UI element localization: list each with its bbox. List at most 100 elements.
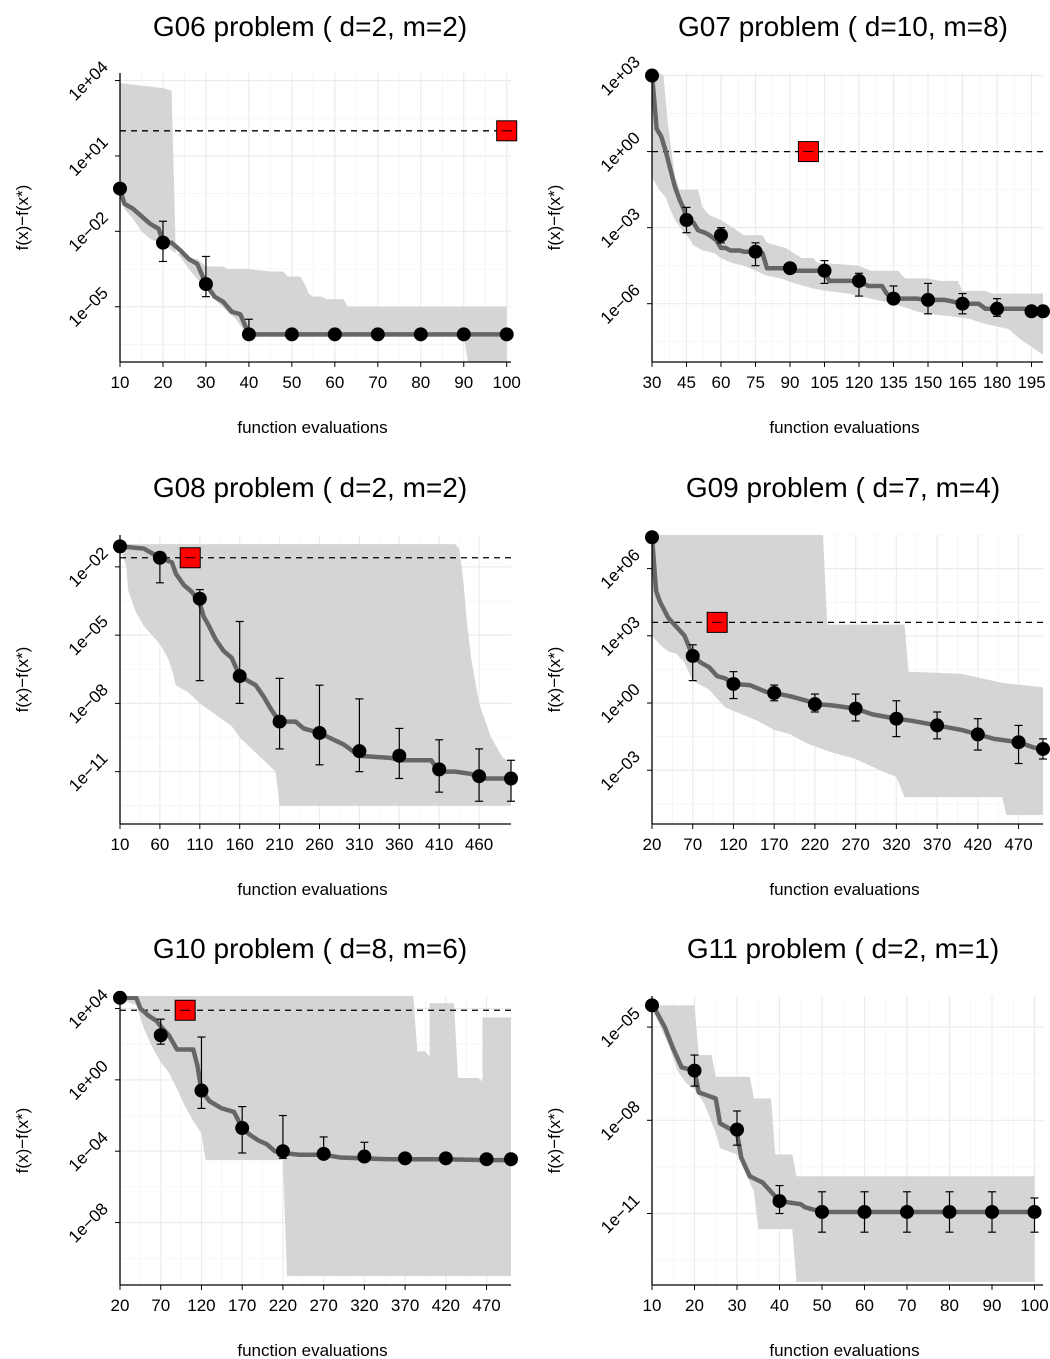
x-tick-label: 40 bbox=[239, 373, 258, 392]
data-point bbox=[232, 669, 247, 684]
y-tick-label: 1e+04 bbox=[65, 985, 112, 1032]
x-tick-label: 420 bbox=[964, 835, 992, 854]
x-tick-label: 60 bbox=[855, 1296, 874, 1315]
x-tick-label: 60 bbox=[325, 373, 344, 392]
y-axis-title: f(x)−f(x*) bbox=[545, 185, 564, 251]
data-point bbox=[284, 327, 299, 342]
x-tick-label: 10 bbox=[643, 1296, 662, 1315]
x-tick-label: 195 bbox=[1017, 373, 1045, 392]
data-point bbox=[942, 1204, 957, 1219]
x-tick-label: 70 bbox=[368, 373, 387, 392]
x-tick-label: 135 bbox=[879, 373, 907, 392]
data-point bbox=[272, 714, 287, 729]
data-point bbox=[886, 291, 901, 306]
data-point bbox=[900, 1204, 914, 1219]
y-tick-label: 1e−08 bbox=[597, 1097, 644, 1144]
confidence-band bbox=[120, 996, 511, 1277]
x-axis-title: function evaluations bbox=[237, 1341, 387, 1359]
data-point bbox=[772, 1194, 787, 1209]
x-tick-label: 180 bbox=[983, 373, 1011, 392]
data-point bbox=[1027, 1204, 1042, 1219]
data-point bbox=[504, 1152, 518, 1167]
data-point bbox=[152, 550, 167, 565]
y-tick-label: 1e+00 bbox=[597, 128, 644, 175]
data-point bbox=[726, 676, 741, 691]
x-tick-label: 20 bbox=[154, 373, 173, 392]
y-tick-label: 1e−06 bbox=[597, 280, 644, 327]
x-tick-label: 90 bbox=[454, 373, 473, 392]
data-point bbox=[857, 1204, 872, 1219]
data-point bbox=[1036, 304, 1050, 319]
x-tick-label: 75 bbox=[746, 373, 765, 392]
x-axis-title: function evaluations bbox=[769, 880, 919, 899]
x-tick-label: 410 bbox=[425, 835, 453, 854]
chart-title: G07 problem ( d=10, m=8) bbox=[678, 11, 1008, 42]
data-point bbox=[955, 296, 970, 311]
chart-title: G11 problem ( d=2, m=1) bbox=[687, 933, 999, 964]
data-point bbox=[275, 1144, 290, 1159]
y-tick-label: 1e−11 bbox=[65, 749, 111, 795]
x-tick-label: 170 bbox=[228, 1296, 256, 1315]
x-tick-label: 100 bbox=[493, 373, 521, 392]
median-line bbox=[652, 1004, 1035, 1215]
x-tick-label: 100 bbox=[1020, 1296, 1048, 1315]
x-tick-label: 460 bbox=[465, 835, 493, 854]
x-tick-label: 40 bbox=[770, 1296, 789, 1315]
confidence-band bbox=[652, 73, 1043, 355]
y-tick-label: 1e+03 bbox=[597, 613, 644, 660]
data-point bbox=[748, 244, 763, 259]
data-point bbox=[930, 718, 945, 733]
y-tick-label: 1e+03 bbox=[597, 52, 644, 99]
x-tick-label: 70 bbox=[683, 835, 702, 854]
grid bbox=[652, 73, 1043, 362]
data-point bbox=[438, 1151, 453, 1166]
x-tick-label: 50 bbox=[282, 373, 301, 392]
data-point bbox=[413, 327, 428, 342]
data-point bbox=[370, 327, 385, 342]
data-point bbox=[852, 273, 866, 288]
x-tick-label: 320 bbox=[882, 835, 910, 854]
x-tick-label: 45 bbox=[677, 373, 696, 392]
x-tick-label: 360 bbox=[385, 835, 413, 854]
y-tick-label: 1e−05 bbox=[65, 612, 112, 659]
y-axis-title: f(x)−f(x*) bbox=[545, 647, 564, 713]
data-point bbox=[817, 263, 832, 278]
data-point bbox=[352, 744, 367, 759]
data-point bbox=[192, 591, 207, 606]
data-point bbox=[472, 769, 487, 784]
median-line bbox=[652, 75, 1043, 314]
x-tick-label: 420 bbox=[432, 1296, 460, 1315]
median-line bbox=[120, 187, 507, 337]
y-axis-title: f(x)−f(x*) bbox=[13, 647, 32, 713]
x-tick-label: 310 bbox=[345, 835, 373, 854]
x-tick-label: 260 bbox=[305, 835, 333, 854]
data-point bbox=[767, 685, 782, 700]
chart-title: G09 problem ( d=7, m=4) bbox=[686, 472, 1000, 503]
x-tick-label: 70 bbox=[151, 1296, 170, 1315]
chart-panel-1: 10 20 30 40 50 60 70 80 90 100 1e−05 1e−02 1e+01 1e+0… bbox=[13, 11, 521, 437]
y-tick-label: 1e+01 bbox=[65, 133, 112, 180]
x-tick-label: 30 bbox=[643, 373, 662, 392]
x-tick-label: 110 bbox=[186, 835, 213, 854]
chart-title: G10 problem ( d=8, m=6) bbox=[153, 933, 467, 964]
x-tick-label: 170 bbox=[760, 835, 788, 854]
x-tick-label: 20 bbox=[685, 1296, 704, 1315]
x-tick-label: 80 bbox=[411, 373, 430, 392]
chart-panel-6: 10 20 30 40 50 60 70 80 90 100 1e−11 1e−08 1e−05 G11 … bbox=[545, 933, 1049, 1359]
data-point bbox=[198, 277, 213, 292]
y-tick-label: 1e−08 bbox=[65, 1199, 112, 1246]
x-tick-label: 20 bbox=[643, 835, 662, 854]
data-point bbox=[479, 1152, 494, 1167]
y-tick-label: 1e−04 bbox=[65, 1128, 112, 1175]
x-tick-label: 10 bbox=[111, 373, 130, 392]
x-tick-label: 160 bbox=[226, 835, 254, 854]
chart-panel-4: 20 70 120 170 220 270 320 370 420 470 1e−03 1e+00 1e… bbox=[545, 472, 1050, 899]
chart-panel-5: 20 70 120 170 220 270 320 370 420 470 1e−08 1e−04 1e… bbox=[13, 933, 518, 1359]
y-tick-label: 1e−05 bbox=[65, 283, 112, 330]
x-tick-label: 30 bbox=[728, 1296, 747, 1315]
data-point bbox=[921, 292, 935, 307]
x-axis-title: function evaluations bbox=[769, 418, 919, 437]
y-tick-label: 1e−11 bbox=[597, 1191, 643, 1237]
data-point bbox=[504, 771, 518, 786]
